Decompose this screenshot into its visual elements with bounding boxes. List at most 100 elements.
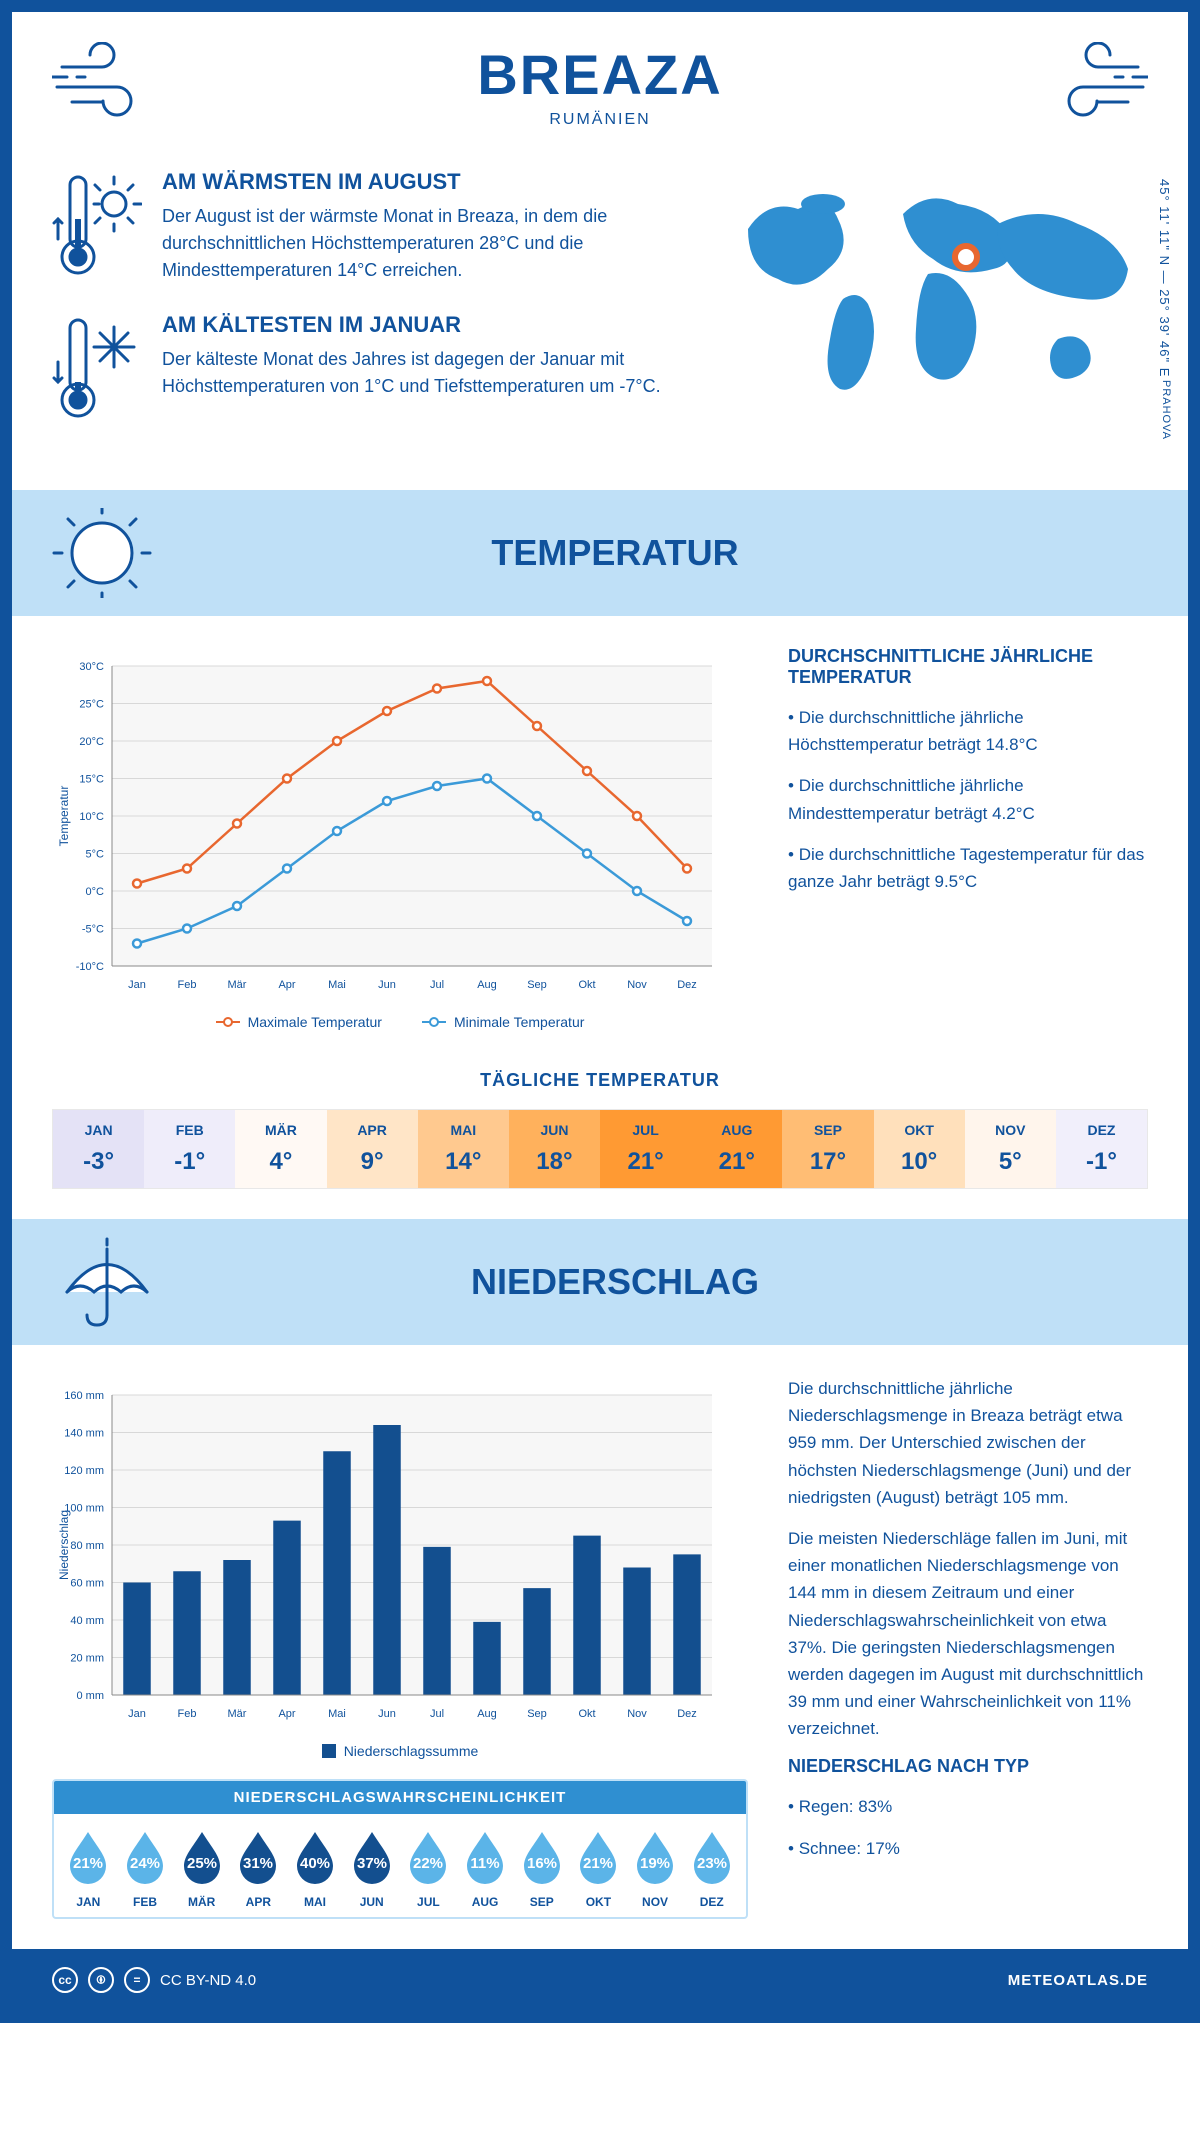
- precip-prob-cell: 21% OKT: [570, 1828, 627, 1909]
- precip-prob-panel: NIEDERSCHLAGSWAHRSCHEINLICHKEIT 21% JAN …: [52, 1779, 748, 1919]
- svg-text:15°C: 15°C: [79, 774, 104, 786]
- precip-text-1: Die durchschnittliche jährliche Niedersc…: [788, 1375, 1148, 1511]
- precip-type-item: Regen: 83%: [788, 1793, 1148, 1820]
- svg-text:20 mm: 20 mm: [70, 1653, 104, 1665]
- license-label: CC BY-ND 4.0: [160, 1972, 256, 1989]
- temp-legend: Maximale Temperatur Minimale Temperatur: [52, 1014, 748, 1030]
- svg-text:Sep: Sep: [527, 1708, 547, 1720]
- daily-temp-cell: SEP17°: [782, 1110, 873, 1188]
- svg-text:Apr: Apr: [278, 979, 295, 991]
- svg-text:Jul: Jul: [430, 979, 444, 991]
- world-map: 45° 11' 11" N — 25° 39' 46" E PRAHOVA: [728, 169, 1148, 450]
- region-label: PRAHOVA: [1160, 380, 1172, 440]
- precip-text-2: Die meisten Niederschläge fallen im Juni…: [788, 1525, 1148, 1743]
- svg-text:Nov: Nov: [627, 1708, 647, 1720]
- temp-bullets: Die durchschnittliche jährliche Höchstte…: [788, 704, 1148, 895]
- svg-text:5°C: 5°C: [86, 849, 105, 861]
- precip-prob-cell: 22% JUL: [400, 1828, 457, 1909]
- svg-text:21%: 21%: [73, 1855, 103, 1872]
- temperature-banner: TEMPERATUR: [12, 490, 1188, 616]
- page-subtitle: RUMÄNIEN: [52, 111, 1148, 129]
- svg-text:Mai: Mai: [328, 1708, 346, 1720]
- precip-prob-cell: 37% JUN: [343, 1828, 400, 1909]
- svg-text:19%: 19%: [640, 1855, 670, 1872]
- daily-temp-table: JAN-3°FEB-1°MÄR4°APR9°MAI14°JUN18°JUL21°…: [52, 1109, 1148, 1189]
- svg-text:Feb: Feb: [178, 1708, 197, 1720]
- svg-text:Temperatur: Temperatur: [57, 786, 71, 847]
- precip-banner: NIEDERSCHLAG: [12, 1219, 1188, 1345]
- site-label: METEOATLAS.DE: [1008, 1972, 1148, 1989]
- svg-text:40%: 40%: [300, 1855, 330, 1872]
- temp-bullet: Die durchschnittliche Tagestemperatur fü…: [788, 841, 1148, 895]
- precip-prob-cell: 25% MÄR: [173, 1828, 230, 1909]
- by-icon: 🅯: [88, 1967, 114, 1993]
- temp-side-title: DURCHSCHNITTLICHE JÄHRLICHE TEMPERATUR: [788, 646, 1148, 688]
- legend-min: Minimale Temperatur: [454, 1014, 584, 1030]
- svg-text:60 mm: 60 mm: [70, 1578, 104, 1590]
- svg-text:120 mm: 120 mm: [64, 1465, 104, 1477]
- temperature-chart: -10°C-5°C0°C5°C10°C15°C20°C25°C30°CJanFe…: [52, 646, 732, 1006]
- svg-text:Okt: Okt: [578, 979, 595, 991]
- precip-prob-cell: 16% SEP: [513, 1828, 570, 1909]
- svg-text:40 mm: 40 mm: [70, 1615, 104, 1627]
- wind-icon: [52, 42, 162, 122]
- daily-temp-cell: JAN-3°: [53, 1110, 144, 1188]
- precip-heading: NIEDERSCHLAG: [192, 1261, 1038, 1303]
- svg-text:0 mm: 0 mm: [77, 1690, 105, 1702]
- page-title: BREAZA: [52, 42, 1148, 107]
- daily-temp-cell: FEB-1°: [144, 1110, 235, 1188]
- svg-text:-10°C: -10°C: [76, 961, 104, 973]
- svg-text:140 mm: 140 mm: [64, 1428, 104, 1440]
- svg-text:Sep: Sep: [527, 979, 547, 991]
- precip-prob-cell: 11% AUG: [457, 1828, 514, 1909]
- svg-text:30°C: 30°C: [79, 661, 104, 673]
- svg-text:Aug: Aug: [477, 1708, 497, 1720]
- precip-prob-cell: 19% NOV: [627, 1828, 684, 1909]
- svg-text:Jan: Jan: [128, 1708, 146, 1720]
- daily-temp-cell: OKT10°: [874, 1110, 965, 1188]
- svg-text:Jun: Jun: [378, 1708, 396, 1720]
- svg-text:Feb: Feb: [178, 979, 197, 991]
- precip-legend: Niederschlagssumme: [52, 1743, 748, 1759]
- temp-bullet: Die durchschnittliche jährliche Höchstte…: [788, 704, 1148, 758]
- svg-text:Mär: Mär: [228, 979, 247, 991]
- svg-text:80 mm: 80 mm: [70, 1540, 104, 1552]
- cold-text: Der kälteste Monat des Jahres ist dagege…: [162, 346, 698, 400]
- warm-text: Der August ist der wärmste Monat in Brea…: [162, 203, 698, 284]
- coords-label: 45° 11' 11" N — 25° 39' 46" E: [1157, 179, 1172, 377]
- daily-temp-cell: MAI14°: [418, 1110, 509, 1188]
- temp-bullet: Die durchschnittliche jährliche Mindestt…: [788, 772, 1148, 826]
- svg-text:25%: 25%: [187, 1855, 217, 1872]
- precip-prob-cell: 24% FEB: [117, 1828, 174, 1909]
- svg-text:10°C: 10°C: [79, 811, 104, 823]
- svg-text:Nov: Nov: [627, 979, 647, 991]
- svg-text:Niederschlag: Niederschlag: [57, 1510, 71, 1580]
- svg-text:160 mm: 160 mm: [64, 1390, 104, 1402]
- svg-text:0°C: 0°C: [86, 886, 105, 898]
- svg-text:-5°C: -5°C: [82, 924, 104, 936]
- svg-text:Dez: Dez: [677, 1708, 697, 1720]
- svg-text:Jul: Jul: [430, 1708, 444, 1720]
- svg-text:37%: 37%: [357, 1855, 387, 1872]
- svg-text:31%: 31%: [243, 1855, 273, 1872]
- precip-type-list: Regen: 83% Schnee: 17%: [788, 1793, 1148, 1861]
- precip-type-item: Schnee: 17%: [788, 1835, 1148, 1862]
- svg-text:Aug: Aug: [477, 979, 497, 991]
- svg-text:25°C: 25°C: [79, 699, 104, 711]
- umbrella-icon: [52, 1237, 162, 1327]
- precip-type-title: NIEDERSCHLAG NACH TYP: [788, 1756, 1148, 1777]
- daily-temp-cell: DEZ-1°: [1056, 1110, 1147, 1188]
- daily-temp-cell: APR9°: [327, 1110, 418, 1188]
- daily-temp-cell: MÄR4°: [235, 1110, 326, 1188]
- svg-text:Jan: Jan: [128, 979, 146, 991]
- thermometer-hot-icon: [52, 169, 142, 279]
- svg-text:21%: 21%: [583, 1855, 613, 1872]
- precip-prob-cell: 23% DEZ: [683, 1828, 740, 1909]
- daily-temp-title: TÄGLICHE TEMPERATUR: [12, 1070, 1188, 1091]
- daily-temp-cell: NOV5°: [965, 1110, 1056, 1188]
- svg-text:23%: 23%: [697, 1855, 727, 1872]
- precip-chart: 0 mm20 mm40 mm60 mm80 mm100 mm120 mm140 …: [52, 1375, 732, 1735]
- header: BREAZA RUMÄNIEN: [12, 12, 1188, 149]
- svg-text:Dez: Dez: [677, 979, 697, 991]
- temperature-heading: TEMPERATUR: [192, 532, 1038, 574]
